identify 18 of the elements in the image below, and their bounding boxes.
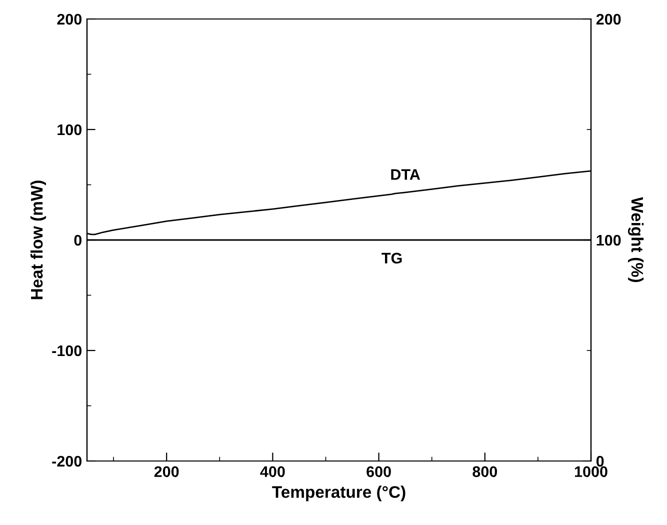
- x-tick-label: 1000: [574, 466, 608, 478]
- x-tick-label: 200: [154, 466, 179, 478]
- y2-tick-label: 200: [596, 14, 621, 25]
- y-tick-label: 100: [58, 124, 82, 136]
- y-tick-label: 200: [57, 14, 82, 25]
- x-tick-label: 800: [472, 466, 498, 478]
- y2-tick-label: 100: [596, 234, 621, 246]
- y-axis-title: Heat flow (mW): [30, 180, 46, 300]
- x-axis-title: Temperature (°C): [272, 486, 406, 502]
- x-tick-label: 600: [366, 466, 391, 478]
- y2-tick-label: 0: [596, 456, 604, 467]
- y-tick-label: -100: [52, 345, 82, 356]
- series-label: DTA: [391, 169, 420, 180]
- y2-axis-title: Weight (%): [628, 197, 644, 282]
- series-label: TG: [382, 252, 402, 264]
- y-tick-label: -200: [52, 456, 82, 467]
- x-tick-label: 400: [260, 466, 285, 478]
- y-tick-label: 0: [74, 234, 82, 246]
